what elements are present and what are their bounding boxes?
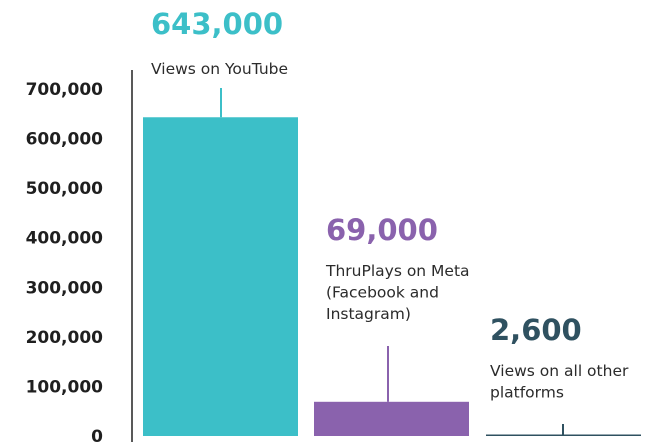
bar-3 <box>486 434 641 436</box>
data-label-value: 2,600 <box>490 313 582 347</box>
data-label-description: Instagram) <box>326 305 411 323</box>
bar-1 <box>143 117 298 437</box>
y-tick-label: 200,000 <box>26 328 104 348</box>
data-label-value: 643,000 <box>151 7 283 41</box>
bar-2 <box>314 401 469 436</box>
data-label-description: ThruPlays on Meta <box>325 262 470 280</box>
data-label-description: (Facebook and <box>326 284 439 302</box>
y-tick-label: 0 <box>91 427 103 442</box>
y-tick-label: 300,000 <box>26 278 104 298</box>
y-tick-label: 700,000 <box>26 80 104 100</box>
y-tick-label: 400,000 <box>26 229 104 249</box>
data-label-value: 69,000 <box>326 213 438 247</box>
data-label-description: platforms <box>490 384 564 402</box>
y-tick-label: 100,000 <box>26 377 104 397</box>
y-tick-label: 500,000 <box>26 179 104 199</box>
data-label-description: Views on YouTube <box>151 60 288 78</box>
y-tick-label: 600,000 <box>26 130 104 150</box>
data-label-description: Views on all other <box>490 362 629 380</box>
